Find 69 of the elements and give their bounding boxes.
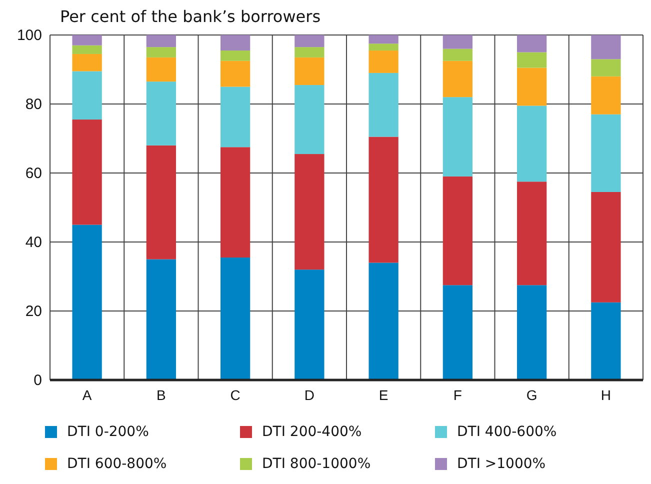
bar [368,44,398,51]
legend-label: DTI 400-600% [457,424,557,440]
x-tick-label: F [453,386,462,403]
bar [294,57,324,86]
bar [294,35,324,48]
bar [294,47,324,58]
bar [72,71,102,120]
legend-label: DTI 200-400% [262,424,362,440]
y-axis-title: Per cent of the bank’s borrowers [60,7,321,26]
y-tick-label: 0 [34,372,42,389]
bar [220,86,250,148]
x-tick-label: H [600,386,611,403]
bar [146,47,176,58]
bar [146,259,176,380]
bar [72,35,102,46]
bar [72,45,102,54]
bar [516,106,547,182]
bar [442,48,473,61]
bar [146,57,176,82]
legend-label: DTI 600-800% [67,456,167,472]
bar [72,54,102,72]
bar [294,154,324,270]
bar [516,68,547,106]
x-tick-label: B [156,386,166,403]
x-tick-label: E [378,386,388,403]
bar [368,136,398,263]
bar [591,76,621,114]
bar [591,114,621,192]
legend-label: DTI 800-1000% [262,456,371,472]
bar [220,258,250,380]
legend-label: DTI 0-200% [67,424,149,440]
bar [591,35,621,60]
bar [591,59,621,76]
x-tick-label: C [230,386,240,403]
bar [442,35,473,49]
bar [220,60,250,87]
y-tick-label: 40 [25,234,42,251]
legend-label: DTI >1000% [457,456,546,472]
bar [294,85,324,154]
y-tick-label: 60 [25,164,42,182]
bar [368,50,398,73]
bar [146,35,176,48]
bar [368,72,398,137]
bar [146,145,176,260]
bar [442,97,473,176]
y-tick-label: 100 [16,26,42,44]
bar [220,50,250,61]
y-tick-label: 80 [25,96,42,113]
x-tick-label: A [82,386,92,403]
bar [516,285,547,380]
bar [368,35,398,44]
bar [591,192,621,302]
bar [220,35,250,51]
bar [442,60,473,98]
bar [220,147,250,258]
y-tick-label: 20 [25,302,42,320]
x-tick-label: D [304,386,314,403]
bar [442,285,473,380]
x-tick-label: G [526,386,538,403]
bar [368,262,398,380]
bar [442,176,473,286]
bar [516,35,547,52]
bar [72,224,102,380]
bar [591,302,621,380]
bar [516,182,547,286]
bar [146,82,176,146]
bar [72,120,102,225]
bar [516,52,547,68]
bar [294,270,324,380]
